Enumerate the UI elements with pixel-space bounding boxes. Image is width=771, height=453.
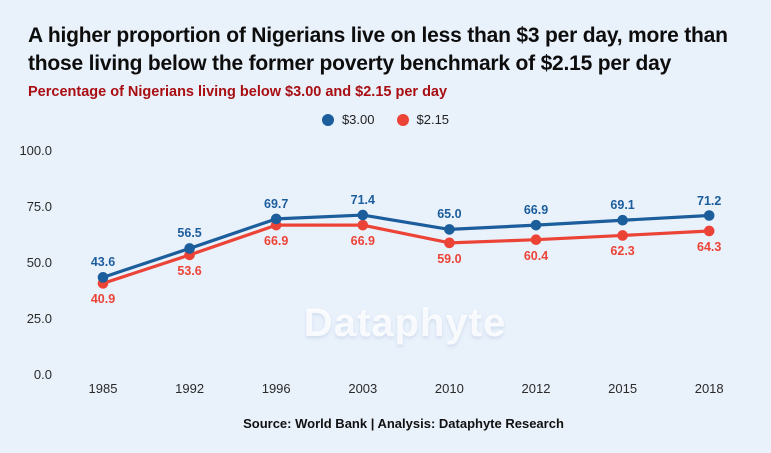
y-axis-tick-label: 50.0 [26, 255, 52, 270]
data-point [617, 214, 628, 226]
y-axis-tick-label: 100.0 [19, 143, 52, 158]
legend-label-2-15: $2.15 [416, 112, 450, 127]
legend-item-2-15: $2.15 [396, 112, 450, 127]
data-point-label: 71.2 [697, 193, 722, 208]
data-point-label: 56.5 [177, 226, 202, 241]
x-axis-tick-label: 1985 [88, 381, 118, 396]
data-point [184, 243, 195, 254]
data-point-label: 71.4 [350, 193, 375, 208]
data-point [617, 230, 628, 241]
legend-item-3-00: $3.00 [321, 112, 375, 127]
data-point [270, 213, 282, 225]
data-point [530, 219, 542, 231]
data-point-label: 40.9 [90, 292, 116, 307]
x-axis-tick-label: 1996 [261, 381, 291, 396]
y-axis-tick-label: 25.0 [26, 311, 52, 326]
y-axis-tick-label: 0.0 [33, 367, 52, 382]
legend-dot-blue-icon [321, 113, 334, 126]
x-axis-tick-label: 2010 [434, 381, 464, 396]
data-point-label: 64.3 [697, 239, 722, 254]
x-axis-tick-label: 2012 [521, 381, 551, 396]
data-point [444, 224, 455, 235]
data-point-label: 69.1 [610, 198, 635, 213]
data-point-label: 59.0 [437, 251, 462, 266]
chart-title-line-2: those living below the former poverty be… [28, 52, 672, 75]
data-point [703, 225, 715, 237]
data-point-label: 43.6 [90, 255, 116, 270]
data-point-label: 66.9 [350, 234, 375, 249]
data-point [97, 272, 109, 283]
data-point-label: 60.4 [523, 248, 549, 263]
data-point [357, 209, 369, 221]
series-line [101, 223, 711, 285]
data-point-label: 53.6 [177, 263, 202, 278]
data-point-label: 65.0 [437, 207, 462, 222]
x-axis-tick-label: 2003 [348, 381, 378, 396]
legend-label-3-00: $3.00 [341, 112, 375, 127]
watermark: Dataphyte [303, 301, 507, 345]
legend-dot-red-icon [396, 113, 409, 126]
data-point-label: 66.9 [523, 203, 549, 218]
data-point [444, 237, 455, 249]
y-axis-tick-label: 75.0 [26, 199, 52, 214]
x-axis-tick-label: 1992 [175, 381, 205, 396]
data-point-label: 62.3 [610, 244, 635, 259]
data-point [530, 234, 542, 246]
data-point-label: 66.9 [264, 234, 289, 249]
chart-title: A higher proportion of Nigerians live on… [28, 22, 728, 78]
chart-title-line-1: A higher proportion of Nigerians live on… [28, 24, 728, 47]
chart-subtitle: Percentage of Nigerians living below $3.… [28, 84, 448, 100]
data-point [357, 219, 369, 231]
data-point [703, 210, 715, 221]
data-point-label: 69.7 [264, 196, 289, 211]
source-note: Source: World Bank | Analysis: Dataphyte… [243, 416, 564, 431]
legend: $3.00 $2.15 [0, 112, 771, 127]
x-axis-tick-label: 2015 [608, 381, 638, 396]
x-axis-tick-label: 2018 [694, 381, 724, 396]
series-line [101, 213, 711, 279]
